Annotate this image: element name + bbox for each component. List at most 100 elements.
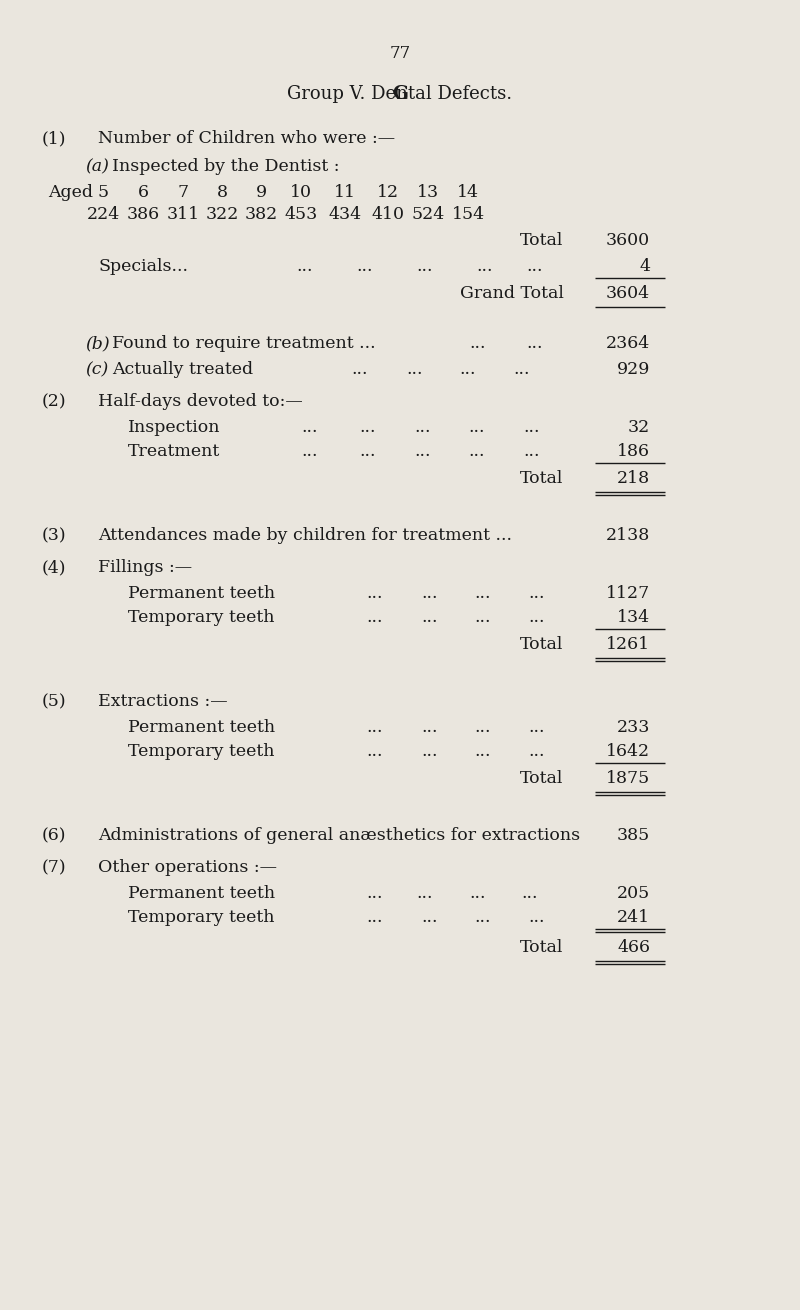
Text: (a): (a) <box>85 159 109 176</box>
Text: ...: ... <box>470 335 486 352</box>
Text: ...: ... <box>474 609 491 626</box>
Text: (c): (c) <box>85 362 108 379</box>
Text: 233: 233 <box>617 719 650 736</box>
Text: Temporary teeth: Temporary teeth <box>128 609 274 626</box>
Text: 218: 218 <box>617 470 650 487</box>
Text: 1127: 1127 <box>606 586 650 603</box>
Text: ...: ... <box>529 743 546 760</box>
Text: ...: ... <box>522 886 538 903</box>
Text: ...: ... <box>414 419 431 436</box>
Text: ...: ... <box>422 719 438 736</box>
Text: 386: 386 <box>126 206 159 223</box>
Text: Inspection: Inspection <box>128 419 221 436</box>
Text: ...: ... <box>524 443 540 460</box>
Text: 7: 7 <box>178 183 189 200</box>
Text: ...: ... <box>474 909 491 926</box>
Text: 10: 10 <box>290 183 312 200</box>
Text: 311: 311 <box>166 206 199 223</box>
Text: ...: ... <box>474 743 491 760</box>
Text: Extractions :—: Extractions :— <box>98 693 228 710</box>
Text: 453: 453 <box>284 206 318 223</box>
Text: Total: Total <box>520 470 563 487</box>
Text: ...: ... <box>422 609 438 626</box>
Text: Aged: Aged <box>48 183 93 200</box>
Text: Half-days devoted to:—: Half-days devoted to:— <box>98 393 302 410</box>
Text: Total: Total <box>520 635 563 652</box>
Text: ...: ... <box>366 886 383 903</box>
Text: Specials...: Specials... <box>98 258 188 275</box>
Text: ...: ... <box>526 335 543 352</box>
Text: ...: ... <box>366 609 383 626</box>
Text: 1261: 1261 <box>606 635 650 652</box>
Text: ...: ... <box>422 743 438 760</box>
Text: Temporary teeth: Temporary teeth <box>128 743 274 760</box>
Text: 929: 929 <box>617 362 650 379</box>
Text: ...: ... <box>366 719 383 736</box>
Text: 32: 32 <box>628 419 650 436</box>
Text: 205: 205 <box>617 886 650 903</box>
Text: 13: 13 <box>417 183 439 200</box>
Text: Total: Total <box>520 770 563 787</box>
Text: ...: ... <box>366 909 383 926</box>
Text: ...: ... <box>529 609 546 626</box>
Text: 382: 382 <box>244 206 278 223</box>
Text: 6: 6 <box>138 183 149 200</box>
Text: ...: ... <box>470 886 486 903</box>
Text: Number of Children who were :—: Number of Children who were :— <box>98 130 395 147</box>
Text: ...: ... <box>524 419 540 436</box>
Text: ...: ... <box>352 362 368 379</box>
Text: G: G <box>392 85 408 103</box>
Text: Treatment: Treatment <box>128 443 220 460</box>
Text: ...: ... <box>529 719 546 736</box>
Text: Permanent teeth: Permanent teeth <box>128 586 275 603</box>
Text: ...: ... <box>460 362 476 379</box>
Text: Attendances made by children for treatment ...: Attendances made by children for treatme… <box>98 527 512 544</box>
Text: ...: ... <box>297 258 314 275</box>
Text: 2138: 2138 <box>606 527 650 544</box>
Text: ...: ... <box>474 586 491 603</box>
Text: (4): (4) <box>42 559 66 576</box>
Text: Permanent teeth: Permanent teeth <box>128 719 275 736</box>
Text: ...: ... <box>366 586 383 603</box>
Text: ...: ... <box>474 719 491 736</box>
Text: ...: ... <box>302 419 318 436</box>
Text: 434: 434 <box>329 206 362 223</box>
Text: Permanent teeth: Permanent teeth <box>128 886 275 903</box>
Text: 11: 11 <box>334 183 356 200</box>
Text: Other operations :—: Other operations :— <box>98 859 277 876</box>
Text: ...: ... <box>514 362 530 379</box>
Text: ...: ... <box>422 586 438 603</box>
Text: ...: ... <box>366 743 383 760</box>
Text: 3604: 3604 <box>606 286 650 303</box>
Text: 154: 154 <box>451 206 485 223</box>
Text: Actually treated: Actually treated <box>112 362 253 379</box>
Text: Found to require treatment ...: Found to require treatment ... <box>112 335 376 352</box>
Text: ...: ... <box>406 362 423 379</box>
Text: 5: 5 <box>98 183 109 200</box>
Text: ...: ... <box>357 258 374 275</box>
Text: Inspected by the Dentist :: Inspected by the Dentist : <box>112 159 339 176</box>
Text: 385: 385 <box>617 827 650 844</box>
Text: 2364: 2364 <box>606 335 650 352</box>
Text: (1): (1) <box>42 130 66 147</box>
Text: 3600: 3600 <box>606 232 650 249</box>
Text: 8: 8 <box>217 183 227 200</box>
Text: ...: ... <box>417 886 434 903</box>
Text: (b): (b) <box>85 335 110 352</box>
Text: 1875: 1875 <box>606 770 650 787</box>
Text: ...: ... <box>414 443 431 460</box>
Text: Temporary teeth: Temporary teeth <box>128 909 274 926</box>
Text: ...: ... <box>529 909 546 926</box>
Text: 410: 410 <box>371 206 405 223</box>
Text: 14: 14 <box>457 183 479 200</box>
Text: ...: ... <box>302 443 318 460</box>
Text: ...: ... <box>469 419 486 436</box>
Text: ...: ... <box>422 909 438 926</box>
Text: Grand Total: Grand Total <box>460 286 564 303</box>
Text: Fillings :—: Fillings :— <box>98 559 192 576</box>
Text: 186: 186 <box>617 443 650 460</box>
Text: Administrations of general anæsthetics for extractions: Administrations of general anæsthetics f… <box>98 827 580 844</box>
Text: ...: ... <box>360 443 376 460</box>
Text: ...: ... <box>477 258 494 275</box>
Text: 224: 224 <box>86 206 120 223</box>
